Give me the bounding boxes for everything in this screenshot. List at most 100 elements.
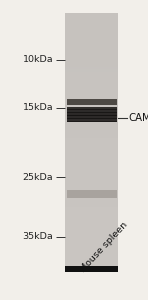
Bar [65, 63, 118, 65]
Bar [65, 228, 118, 231]
Bar [65, 177, 118, 179]
Bar [65, 118, 118, 121]
Bar [65, 172, 118, 175]
Bar [65, 54, 118, 56]
Bar [65, 99, 118, 102]
Bar [65, 26, 118, 28]
Bar [65, 265, 118, 267]
Bar [65, 112, 118, 115]
Bar [65, 144, 118, 147]
Bar [65, 161, 118, 164]
Bar [65, 256, 118, 259]
Bar [65, 262, 118, 265]
Bar [65, 91, 118, 93]
Bar [65, 103, 118, 106]
Bar [65, 50, 118, 52]
Bar [65, 56, 118, 59]
Bar [65, 243, 118, 246]
Bar [65, 207, 118, 209]
Bar [65, 241, 118, 244]
Bar [65, 114, 118, 117]
Bar [65, 41, 118, 43]
Bar [65, 232, 118, 235]
Bar [65, 153, 118, 155]
Bar [65, 159, 118, 162]
Bar [65, 237, 118, 239]
Bar [65, 69, 118, 71]
Bar [65, 198, 118, 200]
Bar [65, 194, 118, 196]
Bar [65, 239, 118, 242]
Text: 25kDa: 25kDa [23, 173, 53, 182]
Bar [65, 35, 118, 37]
Bar [65, 187, 118, 190]
Bar [65, 226, 118, 229]
Bar [67, 99, 117, 105]
Bar [65, 67, 118, 69]
Bar [67, 120, 117, 121]
Bar [65, 74, 118, 76]
Bar [65, 218, 118, 220]
Bar [65, 24, 118, 26]
Bar [65, 142, 118, 145]
Bar [65, 166, 118, 168]
Bar [65, 134, 118, 136]
Bar [67, 121, 117, 122]
Bar [67, 108, 117, 109]
Bar [65, 123, 118, 125]
Bar [67, 119, 117, 120]
Bar [65, 37, 118, 39]
Bar [67, 115, 117, 116]
Bar [67, 190, 117, 198]
Bar [65, 78, 118, 80]
Bar [65, 164, 118, 166]
Bar [65, 215, 118, 218]
Bar [65, 248, 118, 250]
Bar [65, 224, 118, 226]
Bar [65, 157, 118, 160]
Bar [65, 185, 118, 188]
Bar [65, 183, 118, 185]
Bar [65, 136, 118, 138]
Bar [65, 43, 118, 46]
Bar [67, 107, 117, 108]
Bar [65, 260, 118, 263]
Bar [65, 222, 118, 224]
Bar [65, 48, 118, 50]
Bar [67, 117, 117, 118]
Bar [65, 28, 118, 31]
Bar [65, 93, 118, 95]
Bar [65, 245, 118, 248]
Text: CAMP: CAMP [129, 113, 148, 123]
Bar [65, 138, 118, 140]
Bar [65, 95, 118, 97]
Text: 35kDa: 35kDa [22, 232, 53, 241]
Bar [65, 84, 118, 87]
Bar [65, 196, 118, 198]
Bar [65, 235, 118, 237]
Bar [65, 179, 118, 181]
Bar [65, 65, 118, 67]
Bar [65, 58, 118, 61]
Bar [65, 266, 118, 272]
Bar [65, 108, 118, 110]
Bar [65, 52, 118, 54]
Bar [65, 127, 118, 130]
Bar [65, 71, 118, 74]
Bar [65, 267, 118, 269]
Text: 15kDa: 15kDa [23, 103, 53, 112]
Bar [65, 200, 118, 203]
Bar [65, 140, 118, 142]
Bar [65, 97, 118, 100]
Bar [65, 252, 118, 254]
Bar [65, 110, 118, 112]
Bar [65, 151, 118, 153]
Bar [65, 82, 118, 85]
Bar [65, 131, 118, 134]
Bar [67, 118, 117, 119]
Bar [65, 15, 118, 18]
Bar [65, 125, 118, 128]
Bar [65, 30, 118, 33]
Bar [65, 129, 118, 132]
Bar [65, 190, 118, 192]
